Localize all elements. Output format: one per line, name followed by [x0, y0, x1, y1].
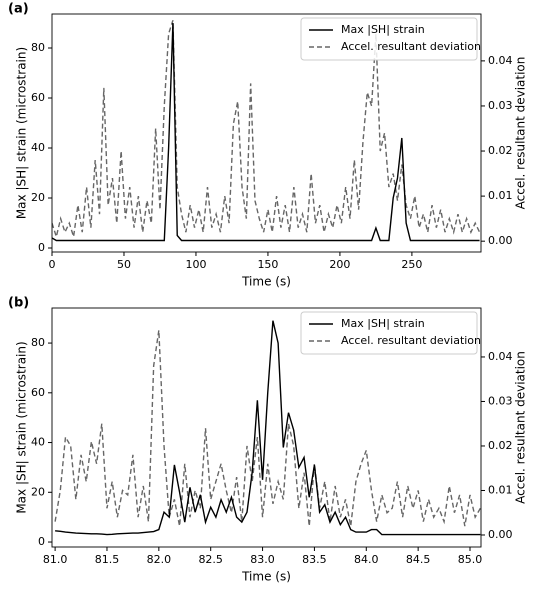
x-tick-label: 82.0: [147, 553, 172, 566]
x-tick-label: 200: [329, 258, 350, 271]
y-axis-label: Max |SH| strain (microstrain): [15, 341, 29, 513]
legend-label: Accel. resultant deviation: [341, 40, 481, 53]
y2-tick-label: 0.02: [488, 439, 513, 452]
x-tick-label: 83.5: [302, 553, 327, 566]
y-tick-label: 60: [31, 91, 45, 104]
plot-area: [52, 20, 481, 242]
y-tick-label: 80: [31, 41, 45, 54]
y2-axis-label: Accel. resultant deviation: [514, 57, 528, 210]
y2-tick-label: 0.01: [488, 483, 513, 496]
y2-tick-label: 0.02: [488, 144, 513, 157]
plot-area: [54, 320, 481, 536]
y2-tick-label: 0.03: [488, 99, 513, 112]
y2-axis-label: Accel. resultant deviation: [514, 351, 528, 504]
legend-box: [300, 311, 478, 355]
series-line: [54, 330, 481, 527]
y2-tick-label: 0.01: [488, 189, 513, 202]
x-tick-label: 82.5: [198, 553, 223, 566]
x-axis-label: Time (s): [241, 570, 291, 584]
y2-tick-label: 0.00: [488, 234, 513, 247]
axes-frame: [51, 13, 482, 253]
panel-label: (a): [8, 2, 29, 17]
legend-label: Max |SH| strain: [341, 23, 425, 36]
legend-box: [300, 17, 478, 61]
y2-tick-label: 0.00: [488, 528, 513, 541]
series-line: [52, 22, 480, 242]
y-tick-label: 60: [31, 386, 45, 399]
y2-tick-label: 0.04: [488, 350, 513, 363]
y-tick-label: 80: [31, 336, 45, 349]
y2-tick-label: 0.03: [488, 394, 513, 407]
x-axis-label: Time (s): [241, 275, 291, 289]
series-line: [55, 320, 481, 536]
legend-label: Max |SH| strain: [341, 317, 425, 330]
x-tick-label: 84.0: [354, 553, 379, 566]
y-tick-label: 20: [31, 191, 45, 204]
y2-tick-label: 0.04: [488, 54, 513, 67]
x-tick-label: 0: [49, 258, 56, 271]
legend-label: Accel. resultant deviation: [341, 334, 481, 347]
y-tick-label: 0: [38, 535, 45, 548]
y-tick-label: 40: [31, 141, 45, 154]
x-tick-label: 84.5: [406, 553, 431, 566]
x-tick-label: 81.0: [43, 553, 68, 566]
x-tick-label: 250: [401, 258, 422, 271]
x-tick-label: 100: [185, 258, 206, 271]
x-tick-label: 85.0: [458, 553, 483, 566]
axes-frame: [51, 307, 482, 548]
panel-label: (b): [8, 296, 29, 311]
x-tick-label: 150: [257, 258, 278, 271]
y-tick-label: 0: [38, 241, 45, 254]
y-tick-label: 20: [31, 485, 45, 498]
y-tick-label: 40: [31, 436, 45, 449]
x-tick-label: 50: [117, 258, 131, 271]
x-tick-label: 83.0: [250, 553, 275, 566]
x-tick-label: 81.5: [95, 553, 120, 566]
series-line: [52, 20, 481, 240]
y-axis-label: Max |SH| strain (microstrain): [15, 47, 29, 219]
